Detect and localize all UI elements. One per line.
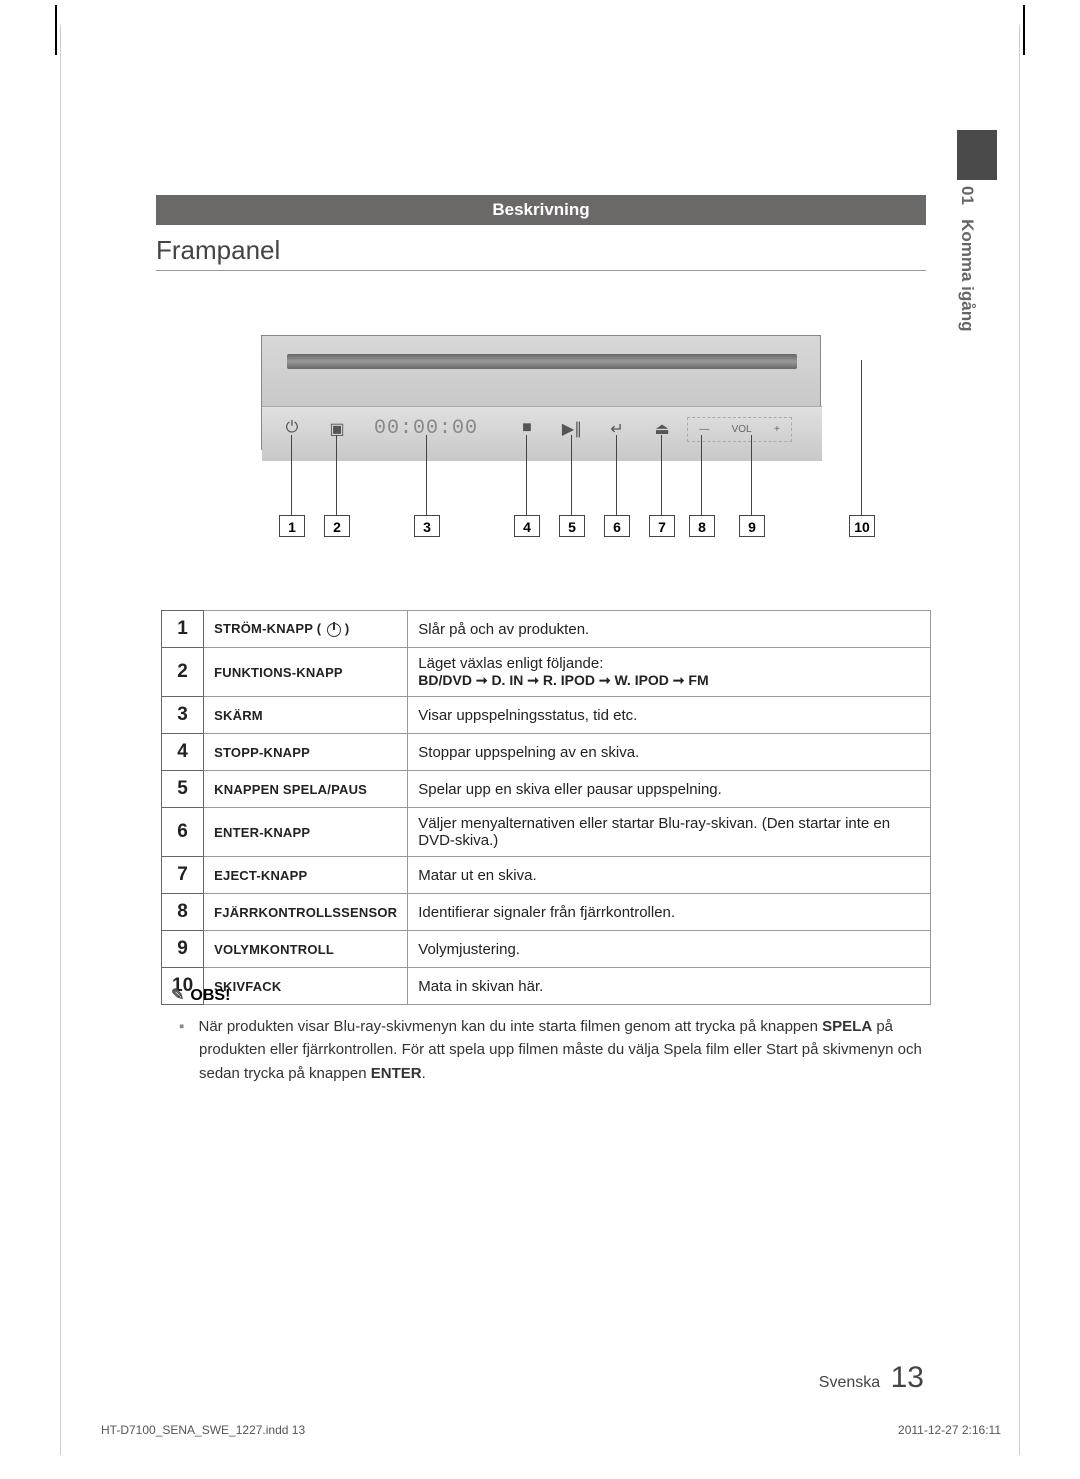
- vol-minus: —: [699, 424, 709, 435]
- tab-dark-block: [957, 130, 997, 180]
- power-icon: ⏻: [277, 419, 307, 437]
- section-title: Frampanel: [156, 235, 926, 271]
- row-number: 8: [162, 894, 204, 931]
- leader-line: [701, 435, 702, 515]
- row-name: STOPP-KNAPP: [204, 734, 408, 771]
- note-item: När produkten visar Blu-ray-skivmenyn ka…: [199, 1015, 931, 1085]
- callout-box: 5: [559, 515, 585, 537]
- button-row: ⏻ ▣ 00:00:00 ■ ▶∥ ↵ ⏏ — VOL +: [262, 406, 822, 461]
- side-tab: 01 Komma igång: [957, 130, 997, 660]
- row-desc: Spelar upp en skiva eller pausar uppspel…: [408, 771, 931, 808]
- row-name: VOLYMKONTROLL: [204, 931, 408, 968]
- eject-icon: ⏏: [647, 419, 677, 439]
- table-row: 2FUNKTIONS-KNAPPLäget växlas enligt följ…: [162, 648, 931, 697]
- enter-icon: ↵: [602, 419, 632, 439]
- row-desc: Matar ut en skiva.: [408, 857, 931, 894]
- row-name: FJÄRRKONTROLLSSENSOR: [204, 894, 408, 931]
- disc-tray: [287, 354, 797, 369]
- callout-box: 8: [689, 515, 715, 537]
- row-desc: Väljer menyalternativen eller startar Bl…: [408, 808, 931, 857]
- tab-number: 01: [958, 186, 977, 205]
- crop-mark: [1023, 5, 1025, 55]
- row-number: 4: [162, 734, 204, 771]
- note-block: OBS! När produkten visar Blu-ray-skivmen…: [171, 985, 931, 1085]
- row-desc: Stoppar uppspelning av en skiva.: [408, 734, 931, 771]
- row-number: 3: [162, 697, 204, 734]
- table-row: 9VOLYMKONTROLLVolymjustering.: [162, 931, 931, 968]
- leader-line: [661, 435, 662, 515]
- volume-control: — VOL +: [687, 417, 792, 442]
- callout-box: 1: [279, 515, 305, 537]
- callout-box: 3: [414, 515, 440, 537]
- row-name: FUNKTIONS-KNAPP: [204, 648, 408, 697]
- table-row: 5KNAPPEN SPELA/PAUSSpelar upp en skiva e…: [162, 771, 931, 808]
- row-number: 9: [162, 931, 204, 968]
- row-name: KNAPPEN SPELA/PAUS: [204, 771, 408, 808]
- vol-plus: +: [774, 424, 780, 435]
- row-name: STRÖM-KNAPP ( ): [204, 611, 408, 648]
- row-desc: Visar uppspelningsstatus, tid etc.: [408, 697, 931, 734]
- crop-mark: [55, 5, 57, 55]
- leader-line: [526, 435, 527, 515]
- row-desc: Slår på och av produkten.: [408, 611, 931, 648]
- print-footer: HT-D7100_SENA_SWE_1227.indd 13 2011-12-2…: [101, 1423, 1001, 1437]
- callout-box: 10: [849, 515, 875, 537]
- row-desc: Identifierar signaler från fjärrkontroll…: [408, 894, 931, 931]
- power-icon: [327, 623, 341, 637]
- front-panel-illustration: ⏻ ▣ 00:00:00 ■ ▶∥ ↵ ⏏ — VOL + 1234567891…: [261, 335, 901, 450]
- leader-line: [336, 435, 337, 515]
- footer-date: 2011-12-27 2:16:11: [898, 1423, 1001, 1437]
- vol-label: VOL: [732, 424, 752, 435]
- callout-box: 6: [604, 515, 630, 537]
- table-row: 7EJECT-KNAPPMatar ut en skiva.: [162, 857, 931, 894]
- row-name: EJECT-KNAPP: [204, 857, 408, 894]
- row-number: 5: [162, 771, 204, 808]
- table-row: 4STOPP-KNAPPStoppar uppspelning av en sk…: [162, 734, 931, 771]
- section-banner: Beskrivning: [156, 195, 926, 225]
- stop-icon: ■: [512, 419, 542, 437]
- callout-box: 7: [649, 515, 675, 537]
- page-number: Svenska 13: [819, 1361, 924, 1395]
- row-number: 1: [162, 611, 204, 648]
- table-row: 6ENTER-KNAPPVäljer menyalternativen elle…: [162, 808, 931, 857]
- row-number: 2: [162, 648, 204, 697]
- device-body: ⏻ ▣ 00:00:00 ■ ▶∥ ↵ ⏏ — VOL +: [261, 335, 821, 450]
- leader-line: [571, 435, 572, 515]
- manual-page: 01 Komma igång Beskrivning Frampanel ⏻ ▣…: [60, 25, 1020, 1455]
- callout-box: 4: [514, 515, 540, 537]
- note-heading: OBS!: [171, 985, 931, 1005]
- leader-line: [861, 360, 862, 515]
- row-name: ENTER-KNAPP: [204, 808, 408, 857]
- callout-box: 2: [324, 515, 350, 537]
- tab-label: Komma igång: [958, 219, 977, 331]
- table-row: 8FJÄRRKONTROLLSSENSORIdentifierar signal…: [162, 894, 931, 931]
- row-desc: Läget växlas enligt följande:BD/DVD ➞ D.…: [408, 648, 931, 697]
- leader-line: [616, 435, 617, 515]
- row-name: SKÄRM: [204, 697, 408, 734]
- table-row: 1STRÖM-KNAPP ( )Slår på och av produkten…: [162, 611, 931, 648]
- callout-box: 9: [739, 515, 765, 537]
- row-number: 7: [162, 857, 204, 894]
- function-icon: ▣: [322, 419, 352, 439]
- leader-line: [426, 435, 427, 515]
- row-desc: Volymjustering.: [408, 931, 931, 968]
- footer-file: HT-D7100_SENA_SWE_1227.indd 13: [101, 1423, 305, 1437]
- controls-table: 1STRÖM-KNAPP ( )Slår på och av produkten…: [161, 610, 931, 1005]
- leader-line: [291, 435, 292, 515]
- leader-line: [751, 435, 752, 515]
- play-pause-icon: ▶∥: [557, 419, 587, 439]
- table-row: 3SKÄRMVisar uppspelningsstatus, tid etc.: [162, 697, 931, 734]
- row-number: 6: [162, 808, 204, 857]
